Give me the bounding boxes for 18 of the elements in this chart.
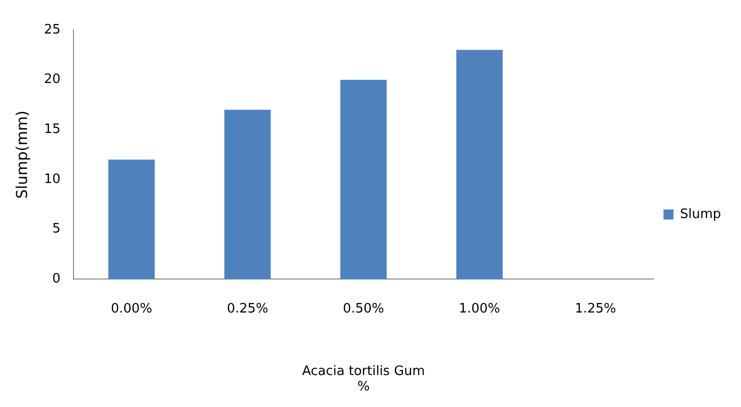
x-axis-title: Acacia tortilis Gum % [302,364,425,395]
x-tick-label: 0.00% [110,301,152,316]
bar [224,110,271,280]
y-tick-label: 25 [44,22,61,38]
y-tick-label: 5 [52,222,61,237]
y-axis-title: Slump(mm) [12,110,31,199]
bar [456,50,503,280]
bar [340,80,387,280]
bar [108,160,155,280]
y-tick-label: 0 [52,272,61,287]
y-tick-label: 10 [44,172,61,187]
x-tick-label: 1.25% [574,301,616,316]
x-tick-label: 0.50% [342,301,384,316]
x-tick-label: 1.00% [458,301,500,316]
x-tick-label: 0.25% [226,301,268,316]
legend-label: Slump [680,206,722,222]
y-tick-label: 15 [44,122,61,138]
y-tick-label: 20 [44,72,61,88]
